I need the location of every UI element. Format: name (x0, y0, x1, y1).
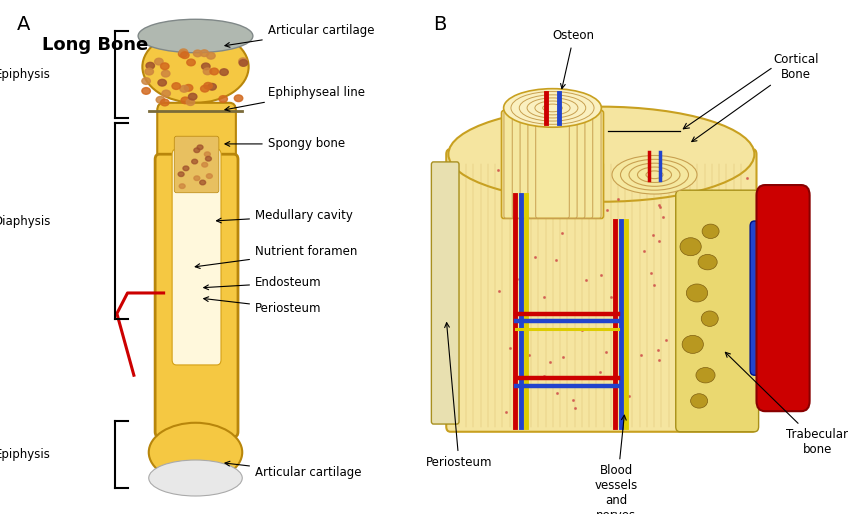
FancyBboxPatch shape (155, 154, 238, 437)
Ellipse shape (686, 284, 707, 302)
Ellipse shape (206, 156, 212, 161)
Ellipse shape (696, 368, 715, 383)
Text: Long Bone: Long Bone (42, 36, 149, 54)
Text: A: A (17, 15, 31, 34)
Ellipse shape (200, 180, 206, 185)
Ellipse shape (178, 50, 187, 57)
Ellipse shape (142, 87, 150, 94)
Ellipse shape (149, 460, 242, 496)
Ellipse shape (207, 174, 212, 178)
Ellipse shape (178, 172, 184, 176)
Ellipse shape (181, 97, 190, 104)
Text: Epiphysis: Epiphysis (0, 448, 51, 462)
Ellipse shape (184, 84, 193, 91)
Ellipse shape (207, 52, 215, 59)
Text: Blood
vessels
and
nerves: Blood vessels and nerves (595, 415, 638, 514)
FancyBboxPatch shape (172, 149, 221, 365)
Ellipse shape (201, 85, 209, 92)
Ellipse shape (155, 58, 163, 65)
Text: Ephiphyseal line: Ephiphyseal line (225, 86, 365, 111)
Text: Endosteum: Endosteum (204, 276, 321, 290)
Ellipse shape (180, 85, 189, 92)
Ellipse shape (203, 68, 212, 75)
Ellipse shape (161, 99, 169, 106)
Ellipse shape (145, 68, 154, 75)
Ellipse shape (449, 107, 755, 202)
Ellipse shape (146, 62, 155, 69)
FancyBboxPatch shape (157, 103, 235, 177)
FancyBboxPatch shape (676, 190, 758, 432)
Text: Osteon: Osteon (552, 29, 595, 88)
FancyBboxPatch shape (750, 221, 774, 375)
Ellipse shape (180, 52, 189, 59)
Ellipse shape (142, 78, 150, 84)
Ellipse shape (149, 423, 242, 482)
Ellipse shape (162, 90, 170, 97)
Text: Medullary cavity: Medullary cavity (217, 209, 353, 223)
FancyBboxPatch shape (431, 162, 459, 424)
Ellipse shape (235, 95, 243, 102)
Ellipse shape (201, 63, 210, 70)
Ellipse shape (162, 70, 170, 77)
Text: Articular cartilage: Articular cartilage (225, 24, 374, 47)
Ellipse shape (682, 335, 703, 354)
Ellipse shape (186, 99, 195, 105)
FancyBboxPatch shape (756, 185, 809, 411)
Ellipse shape (142, 31, 248, 103)
FancyBboxPatch shape (502, 111, 604, 218)
Ellipse shape (200, 50, 208, 57)
Ellipse shape (172, 83, 180, 89)
Ellipse shape (179, 49, 188, 56)
Ellipse shape (698, 254, 717, 270)
Text: Trabecular
bone: Trabecular bone (725, 352, 848, 456)
Text: Articular cartilage: Articular cartilage (225, 461, 361, 480)
Text: Diaphysis: Diaphysis (0, 214, 51, 228)
FancyBboxPatch shape (446, 149, 756, 432)
Ellipse shape (194, 148, 200, 153)
Ellipse shape (138, 19, 253, 52)
Text: Periosteum: Periosteum (426, 323, 492, 469)
Ellipse shape (239, 58, 247, 65)
FancyBboxPatch shape (174, 136, 218, 193)
Text: Nutrient foramen: Nutrient foramen (196, 245, 357, 268)
Ellipse shape (192, 159, 198, 164)
Ellipse shape (204, 82, 212, 89)
Ellipse shape (183, 166, 189, 171)
Ellipse shape (210, 68, 218, 75)
Ellipse shape (156, 97, 165, 103)
Ellipse shape (503, 88, 601, 127)
Ellipse shape (208, 83, 217, 90)
Ellipse shape (187, 59, 196, 66)
Ellipse shape (690, 394, 707, 408)
Ellipse shape (161, 63, 169, 69)
Ellipse shape (612, 155, 697, 194)
Ellipse shape (239, 60, 247, 66)
Text: Epiphysis: Epiphysis (0, 68, 51, 81)
Ellipse shape (680, 237, 701, 255)
Ellipse shape (197, 145, 203, 150)
Ellipse shape (701, 311, 718, 326)
Ellipse shape (179, 184, 185, 189)
Text: B: B (434, 15, 447, 34)
Ellipse shape (158, 79, 167, 86)
Ellipse shape (204, 152, 210, 157)
Text: Periosteum: Periosteum (204, 297, 321, 315)
Ellipse shape (702, 224, 719, 238)
Text: Spongy bone: Spongy bone (225, 137, 345, 151)
Ellipse shape (189, 94, 197, 100)
Ellipse shape (201, 162, 207, 167)
Ellipse shape (219, 96, 228, 102)
Ellipse shape (220, 69, 229, 76)
Ellipse shape (194, 176, 200, 180)
Ellipse shape (194, 50, 202, 57)
Text: Cortical
Bone: Cortical Bone (692, 53, 819, 141)
